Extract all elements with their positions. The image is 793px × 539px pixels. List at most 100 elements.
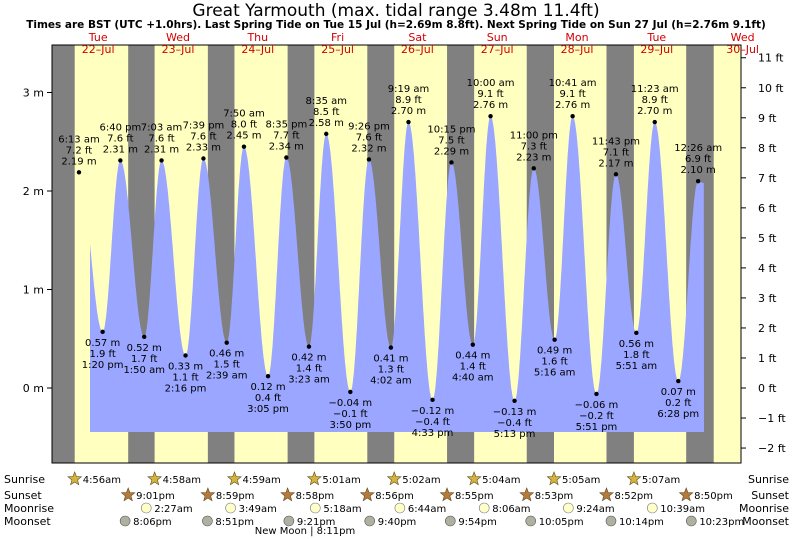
y-tick-label-left: 1 m <box>23 284 44 297</box>
high-tide-metres: 2.19 m <box>61 156 96 167</box>
tide-point <box>348 389 353 395</box>
high-tide-feet: 7.5 ft <box>438 135 464 146</box>
tide-curve <box>90 116 704 432</box>
low-tide-metres: 0.12 m <box>250 382 285 393</box>
low-tide-metres: 0.41 m <box>373 354 408 365</box>
high-tide-metres: 2.23 m <box>516 152 551 163</box>
sunset-time: 8:58pm <box>296 491 335 502</box>
y-tick-label-left: 0 m <box>23 382 44 395</box>
low-tide-metres: 0.42 m <box>291 353 326 364</box>
tide-point <box>118 158 123 163</box>
sunrise-time: 4:58am <box>163 475 201 486</box>
high-tide-time: 12:26 am <box>674 143 722 154</box>
low-tide-metres: 0.52 m <box>127 343 162 354</box>
high-tide-time: 8:35 pm <box>265 120 307 131</box>
moonrise-icon <box>394 502 406 514</box>
moonrise-icon <box>478 502 490 514</box>
low-tide-feet: 0.4 ft <box>255 393 281 404</box>
sunrise-time: 5:07am <box>642 475 680 486</box>
low-tide-metres: 0.46 m <box>209 349 244 360</box>
y-tick-label-right: 3 ft <box>758 292 777 305</box>
sunset-icon <box>439 487 455 502</box>
high-tide-metres: 2.32 m <box>351 143 386 154</box>
high-tide-metres: 2.34 m <box>269 142 304 153</box>
y-tick-label-right: 0 ft <box>758 382 777 395</box>
tide-point <box>201 156 206 161</box>
high-tide-feet: 7.3 ft <box>521 141 547 152</box>
sunset-icon <box>678 487 694 502</box>
daylight-band <box>713 45 741 463</box>
plot-frame <box>51 44 742 464</box>
high-tide-time: 10:00 am <box>467 78 515 89</box>
day-name: Mon <box>565 31 588 44</box>
sunset-time: 8:59pm <box>216 491 255 502</box>
high-tide-time: 8:35 am <box>305 96 347 107</box>
high-tide-feet: 7.7 ft <box>273 131 299 142</box>
low-tide-feet: 1.8 ft <box>623 350 649 361</box>
low-tide-time: 3:05 pm <box>247 404 289 415</box>
low-tide-time: 3:23 am <box>288 375 330 386</box>
tide-point <box>570 113 575 119</box>
low-tide-feet: 1.5 ft <box>214 360 240 371</box>
high-tide-metres: 2.31 m <box>144 144 179 155</box>
high-tide-feet: 7.6 ft <box>148 133 174 144</box>
low-tide-metres: −0.13 m <box>493 407 537 418</box>
row-label-left: Sunrise <box>4 473 45 486</box>
high-tide-time: 11:23 am <box>631 84 679 95</box>
sunset-icon <box>519 487 535 502</box>
low-tide-feet: −0.4 ft <box>415 417 450 428</box>
moonset-time: 9:54pm <box>458 517 497 528</box>
tide-point <box>695 178 701 184</box>
sunrise-icon <box>546 471 562 486</box>
low-tide-metres: 0.44 m <box>455 351 490 362</box>
low-tide-time: 4:33 pm <box>412 428 454 439</box>
high-tide-feet: 7.2 ft <box>66 145 92 156</box>
moonrise-time: 10:39am <box>660 504 705 515</box>
low-tide-time: 4:40 am <box>452 373 494 384</box>
moonrise-icon <box>563 502 574 514</box>
chart-title: Great Yarmouth (max. tidal range 3.48m 1… <box>192 1 599 21</box>
low-tide-feet: −0.1 ft <box>333 409 368 420</box>
tide-point <box>613 172 619 177</box>
tide-point <box>241 144 247 149</box>
tide-point <box>366 157 372 162</box>
sunrise-time: 5:04am <box>482 475 520 486</box>
sunrise-icon <box>466 471 482 486</box>
day-name: Sat <box>408 31 427 44</box>
tide-point <box>306 344 312 349</box>
high-tide-metres: 2.70 m <box>637 106 672 117</box>
high-tide-metres: 2.76 m <box>555 100 590 111</box>
sunset-icon <box>598 487 614 502</box>
high-tide-feet: 8.9 ft <box>395 95 421 106</box>
low-tide-time: 5:51 pm <box>576 422 618 433</box>
moonset-time: 9:40pm <box>378 517 417 528</box>
day-date: 29–Jul <box>640 43 673 56</box>
y-tick-label-right: 8 ft <box>758 142 777 155</box>
high-tide-time: 11:43 pm <box>592 136 640 147</box>
sunrise-icon <box>147 471 163 486</box>
high-tide-metres: 2.33 m <box>186 142 221 153</box>
high-tide-metres: 2.17 m <box>598 158 633 169</box>
low-tide-feet: 1.4 ft <box>296 364 322 375</box>
high-tide-feet: 7.6 ft <box>107 133 133 144</box>
tide-point <box>406 119 411 125</box>
high-tide-metres: 2.76 m <box>473 100 508 111</box>
tide-point <box>224 340 229 345</box>
high-tide-metres: 2.10 m <box>681 165 716 176</box>
high-tide-metres: 2.70 m <box>391 106 426 117</box>
tide-point <box>488 113 493 119</box>
high-tide-feet: 9.1 ft <box>477 89 503 100</box>
sunrise-time: 5:02am <box>402 475 440 486</box>
sunset-icon <box>280 487 296 502</box>
high-tide-time: 10:15 pm <box>427 124 475 135</box>
row-label-right: Sunset <box>751 489 789 502</box>
y-tick-label-right: −2 ft <box>758 442 786 455</box>
high-tide-time: 10:41 am <box>549 78 597 89</box>
day-date: 23–Jul <box>162 43 195 56</box>
day-name: Thu <box>246 31 268 44</box>
y-tick-label-right: −1 ft <box>758 412 786 425</box>
tide-point <box>470 342 476 347</box>
y-tick-label-right: 4 ft <box>758 262 777 275</box>
day-date: 30–Jul <box>726 43 759 56</box>
